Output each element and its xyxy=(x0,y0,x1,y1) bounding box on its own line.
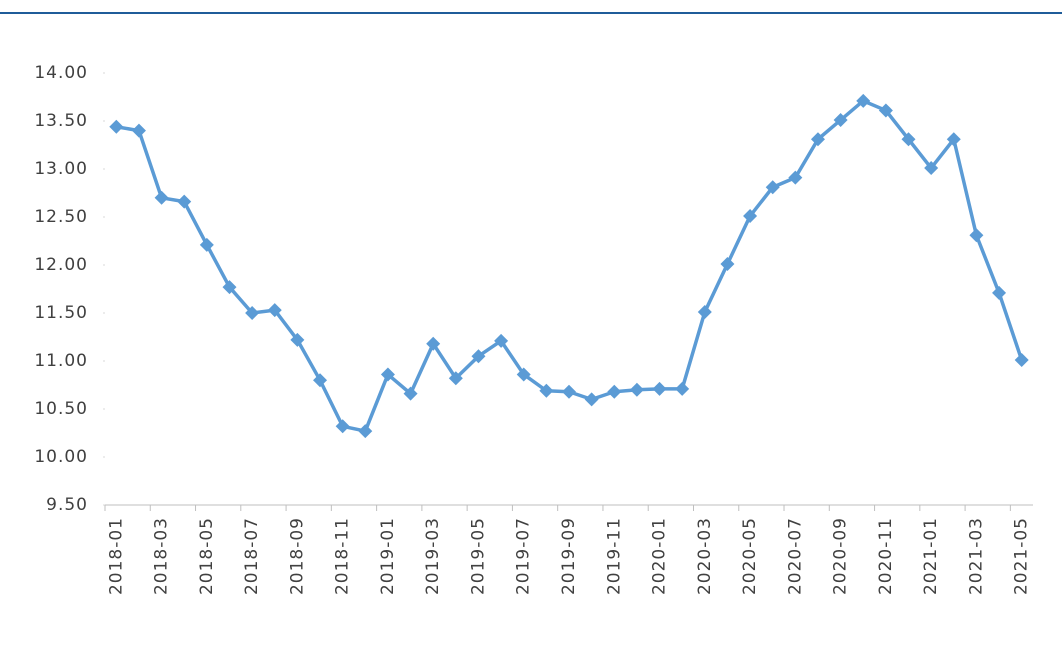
series-line xyxy=(116,99,1024,433)
x-tick-label: 2018-01 xyxy=(106,517,126,595)
x-tick-label: 2020-09 xyxy=(831,517,851,595)
point-marker xyxy=(810,132,825,147)
point-marker xyxy=(109,119,124,134)
point-marker xyxy=(946,132,961,147)
x-tick-label: 2019-05 xyxy=(468,517,488,595)
point-marker xyxy=(313,373,328,388)
point-marker xyxy=(878,103,893,118)
x-tick-label: 2020-11 xyxy=(876,517,896,595)
x-tick-label: 2019-11 xyxy=(604,517,624,595)
point-marker xyxy=(494,333,509,348)
x-tick-label: 2018-07 xyxy=(242,517,262,595)
x-tick-label: 2018-05 xyxy=(197,517,217,595)
point-marker xyxy=(607,384,622,399)
point-marker xyxy=(901,132,916,147)
point-marker xyxy=(426,336,441,351)
x-tick-label: 2019-07 xyxy=(514,517,534,595)
x-tick-label: 2020-05 xyxy=(740,517,760,595)
point-marker xyxy=(245,306,260,320)
point-marker xyxy=(448,371,463,386)
point-marker xyxy=(675,381,690,396)
x-tick-label: 2021-03 xyxy=(966,517,986,595)
x-tick-label: 2020-01 xyxy=(650,517,670,595)
point-marker xyxy=(924,161,939,176)
point-marker xyxy=(720,257,735,272)
point-marker xyxy=(199,237,214,252)
point-marker xyxy=(471,349,486,364)
point-marker xyxy=(267,303,282,318)
point-marker xyxy=(969,228,984,243)
point-marker xyxy=(539,383,554,398)
y-tick-label: 11.00 xyxy=(34,351,88,371)
point-marker xyxy=(629,382,644,397)
y-tick-label: 14.00 xyxy=(34,63,88,83)
point-marker xyxy=(833,113,848,128)
x-tick-label: 2020-03 xyxy=(695,517,715,595)
y-tick-label: 9.50 xyxy=(46,495,88,515)
point-marker xyxy=(358,424,373,439)
point-marker xyxy=(562,384,576,399)
point-marker xyxy=(788,170,803,185)
x-tick-label: 2018-03 xyxy=(152,517,172,595)
point-marker xyxy=(131,123,146,138)
point-marker xyxy=(856,93,871,108)
x-tick-label: 2018-09 xyxy=(287,517,307,595)
point-marker xyxy=(743,209,758,224)
y-tick-label: 13.00 xyxy=(34,159,88,179)
point-marker xyxy=(222,280,237,295)
point-marker xyxy=(584,392,599,407)
point-marker xyxy=(516,367,531,382)
point-marker xyxy=(177,194,192,209)
y-tick-label: 13.50 xyxy=(34,111,88,131)
x-tick-label: 2019-03 xyxy=(423,517,443,595)
x-tick-label: 2019-09 xyxy=(559,517,579,595)
x-tick-label: 2021-01 xyxy=(921,517,941,595)
point-marker xyxy=(992,285,1007,300)
point-marker xyxy=(290,332,305,347)
y-tick-label: 12.50 xyxy=(34,207,88,227)
y-tick-label: 12.00 xyxy=(34,255,88,275)
point-marker xyxy=(380,367,395,382)
point-marker xyxy=(1014,353,1029,368)
point-marker xyxy=(652,381,667,396)
x-tick-label: 2018-11 xyxy=(333,517,353,595)
x-tick-label: 2020-07 xyxy=(785,517,805,595)
point-marker xyxy=(154,190,169,205)
x-tick-label: 2021-05 xyxy=(1012,517,1032,595)
y-tick-label: 11.50 xyxy=(34,303,88,323)
point-marker xyxy=(335,419,350,434)
y-tick-label: 10.50 xyxy=(34,399,88,419)
point-marker xyxy=(403,386,418,401)
y-tick-label: 10.00 xyxy=(34,447,88,467)
point-marker xyxy=(765,180,780,195)
x-tick-label: 2019-01 xyxy=(378,517,398,595)
point-marker xyxy=(697,305,712,320)
